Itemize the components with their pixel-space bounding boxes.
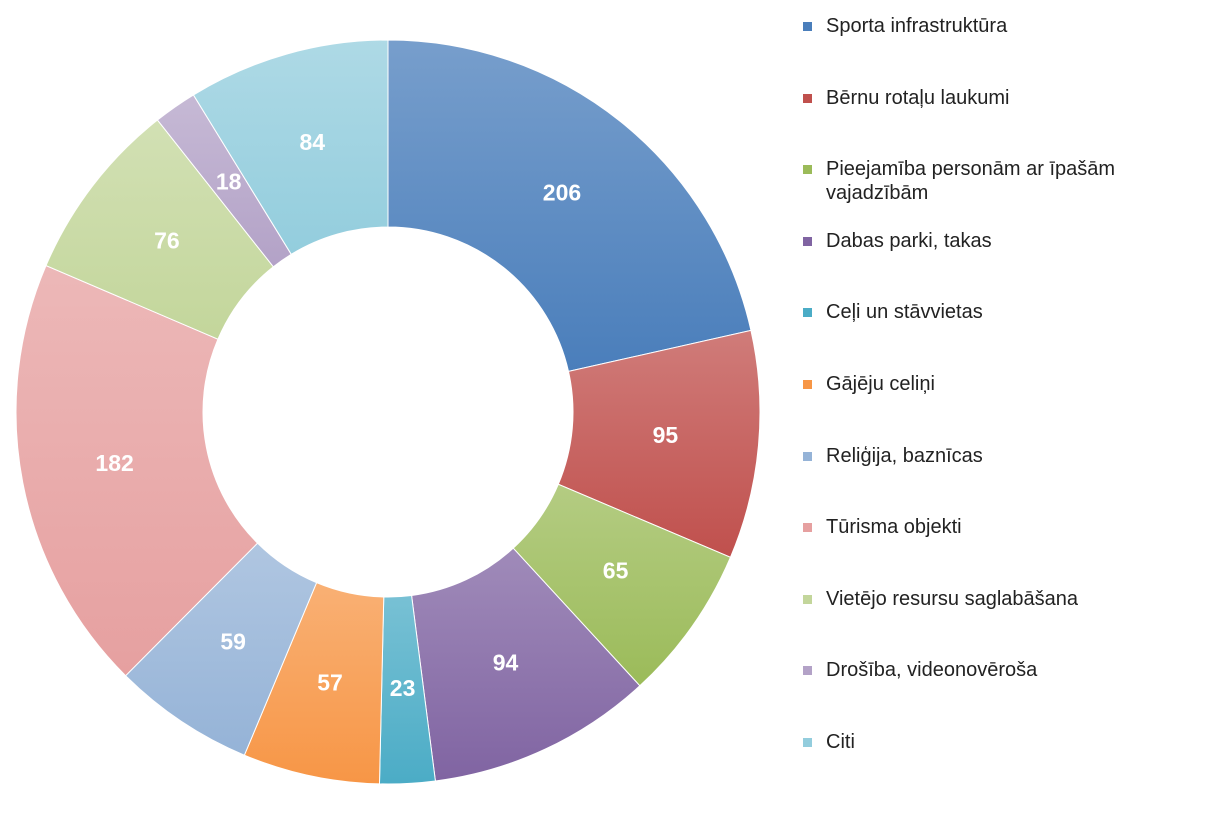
legend-item: Pieejamība personām ar īpašām vajadzībām <box>800 157 1205 205</box>
legend-swatch <box>803 93 812 103</box>
legend-item: Reliģija, baznīcas <box>800 444 1205 468</box>
data-label: 57 <box>317 669 343 695</box>
legend-label: Dabas parki, takas <box>826 229 992 252</box>
data-label: 182 <box>95 450 133 476</box>
donut-segment <box>15 264 259 677</box>
legend-swatch <box>803 666 812 676</box>
legend-item: Bērnu rotaļu laukumi <box>800 86 1205 110</box>
legend-swatch <box>803 523 812 533</box>
legend-label: Pieejamība personām ar īpašām vajadzībām <box>826 158 1116 205</box>
legend-swatch <box>803 594 812 604</box>
legend-label: Vietējo resursu saglabāšana <box>826 587 1079 610</box>
chart: 206 95 65 94 23 57 59 182 76 18 84 <box>15 39 761 785</box>
data-label: 95 <box>653 422 679 448</box>
legend-item: Gājēju celiņi <box>800 372 1205 396</box>
legend-swatch <box>803 165 812 175</box>
legend-label: Bērnu rotaļu laukumi <box>826 86 1010 109</box>
data-label: 18 <box>216 169 242 195</box>
donut-segment <box>387 39 752 373</box>
legend-label: Tūrisma objekti <box>826 516 962 539</box>
data-label: 76 <box>154 228 180 254</box>
legend-swatch <box>803 738 812 747</box>
legend-item: Sporta infrastruktūra <box>800 14 1205 38</box>
legend-label: Ceļi un stāvvietas <box>826 301 983 324</box>
legend-swatch <box>803 308 812 318</box>
data-label: 23 <box>390 675 416 701</box>
data-label: 84 <box>300 129 326 155</box>
data-label: 59 <box>220 629 246 655</box>
legend-label: Reliģija, baznīcas <box>826 444 983 467</box>
legend-label: Sporta infrastruktūra <box>826 15 1008 37</box>
legend-swatch <box>803 22 812 31</box>
legend-swatch <box>803 451 812 461</box>
legend-item: Ceļi un stāvvietas <box>800 300 1205 324</box>
legend: Sporta infrastruktūra Bērnu rotaļu laukum… <box>800 0 1210 830</box>
data-label: 94 <box>493 650 519 676</box>
data-label: 65 <box>603 558 629 584</box>
data-label: 206 <box>543 180 581 206</box>
legend-swatch <box>803 380 812 389</box>
donut-segment <box>192 39 389 256</box>
legend-label: Citi <box>826 731 855 753</box>
legend-label: Drošība, videonovēroša <box>826 659 1038 682</box>
legend-label: Gājēju celiņi <box>826 373 935 395</box>
legend-swatch <box>803 236 812 246</box>
legend-item: Vietējo resursu saglabāšana <box>800 587 1205 611</box>
legend-item: Tūrisma objekti <box>800 515 1205 539</box>
legend-item: Citi <box>800 730 1205 754</box>
legend-item: Drošība, videonovēroša <box>800 658 1205 682</box>
legend-item: Dabas parki, takas <box>800 229 1205 253</box>
